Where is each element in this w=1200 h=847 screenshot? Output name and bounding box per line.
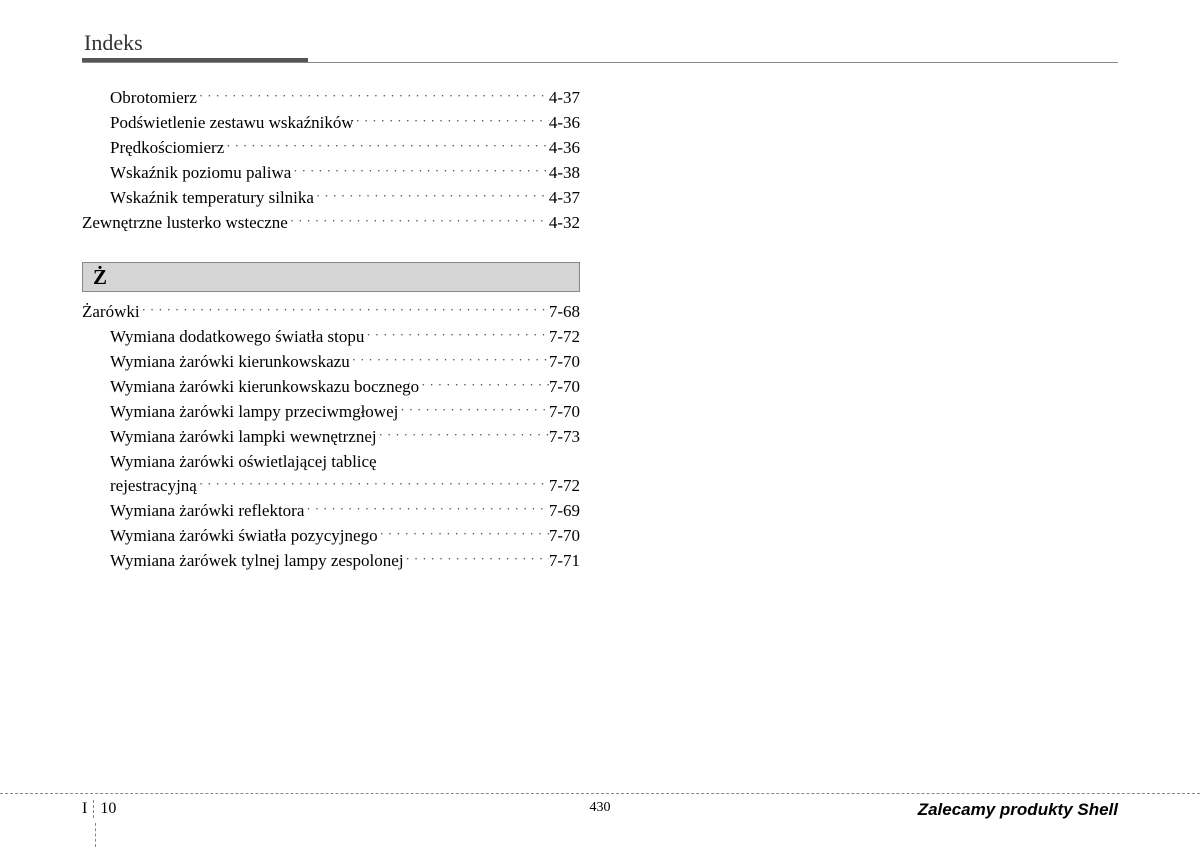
entry-label: Wymiana żarówki światła pozycyjnego bbox=[110, 524, 378, 548]
page-footer: I 10 430 Zalecamy produkty Shell bbox=[0, 793, 1200, 823]
entry-page: 4-37 bbox=[549, 186, 580, 210]
entry-leader bbox=[404, 547, 549, 571]
index-entry-multiline: Wymiana żarówki oświetlającej tablicę re… bbox=[82, 450, 580, 499]
index-entry: Wymiana dodatkowego światła stopu 7-72 bbox=[82, 325, 580, 350]
entry-label: Wskaźnik poziomu paliwa bbox=[110, 161, 291, 185]
entry-page: 7-69 bbox=[549, 499, 580, 523]
index-entry: Wskaźnik temperatury silnika 4-37 bbox=[82, 186, 580, 211]
index-entry: Wymiana żarówek tylnej lampy zespolonej 7… bbox=[82, 549, 580, 574]
entry-page: 4-37 bbox=[549, 86, 580, 110]
entry-label: Wymiana żarówki kierunkowskazu bocznego bbox=[110, 375, 419, 399]
entry-leader bbox=[364, 323, 548, 347]
entry-label: Wymiana żarówki reflektora bbox=[110, 499, 304, 523]
entry-label: Wymiana żarówki kierunkowskazu bbox=[110, 350, 350, 374]
entry-leader bbox=[314, 184, 549, 208]
entry-leader bbox=[354, 109, 549, 133]
index-entry: Obrotomierz 4-37 bbox=[82, 86, 580, 111]
footer-section-letter: I bbox=[82, 800, 87, 818]
entry-leader bbox=[197, 472, 549, 496]
entry-page: 4-38 bbox=[549, 161, 580, 185]
entry-page: 7-70 bbox=[549, 524, 580, 548]
index-content: Obrotomierz4-37Podświetlenie zestawu wsk… bbox=[82, 72, 580, 574]
page-header: Indeks bbox=[82, 30, 1118, 64]
header-title: Indeks bbox=[82, 30, 1118, 58]
entry-label: Wymiana żarówki lampki wewnętrznej bbox=[110, 425, 377, 449]
entry-label: Wymiana dodatkowego światła stopu bbox=[110, 325, 364, 349]
entry-leader bbox=[350, 348, 549, 372]
entry-page: 4-32 bbox=[549, 211, 580, 235]
entry-page: 7-70 bbox=[549, 375, 580, 399]
entry-leader bbox=[398, 398, 548, 422]
entry-leader bbox=[224, 134, 549, 158]
index-entry: Zewnętrzne lusterko wsteczne 4-32 bbox=[82, 211, 580, 236]
index-entry: Wymiana żarówki kierunkowskazu bocznego 7… bbox=[82, 375, 580, 400]
entry-page: 4-36 bbox=[549, 111, 580, 135]
entry-label: Podświetlenie zestawu wskaźników bbox=[110, 111, 354, 135]
footer-tagline: Zalecamy produkty Shell bbox=[918, 800, 1118, 820]
entry-label: Prędkościomierz bbox=[110, 136, 224, 160]
entry-label: Wskaźnik temperatury silnika bbox=[110, 186, 314, 210]
entry-page: 7-71 bbox=[549, 549, 580, 573]
entry-leader bbox=[304, 497, 548, 521]
footer-separator bbox=[93, 800, 94, 818]
entry-leader bbox=[288, 209, 549, 233]
entry-leader bbox=[197, 84, 549, 108]
entry-leader bbox=[419, 373, 549, 397]
index-entry: Prędkościomierz 4-36 bbox=[82, 136, 580, 161]
entry-page: 7-72 bbox=[549, 325, 580, 349]
entry-label: Obrotomierz bbox=[110, 86, 197, 110]
entry-page: 7-73 bbox=[549, 425, 580, 449]
entry-label: Wymiana żarówki oświetlającej tablicę bbox=[82, 450, 580, 474]
entry-label: Żarówki bbox=[82, 300, 140, 324]
section-letter: Ż bbox=[82, 262, 580, 292]
index-entry: Wymiana żarówki lampki wewnętrznej 7-73 bbox=[82, 425, 580, 450]
entry-page: 7-70 bbox=[549, 350, 580, 374]
index-entry: Wymiana żarówki lampy przeciwmgłowej 7-70 bbox=[82, 400, 580, 425]
footer-center-page: 430 bbox=[590, 800, 611, 816]
footer-left: I 10 bbox=[82, 800, 116, 818]
entry-leader bbox=[140, 298, 549, 322]
entry-leader bbox=[291, 159, 549, 183]
entry-label: Wymiana żarówki lampy przeciwmgłowej bbox=[110, 400, 398, 424]
index-entry: Żarówki 7-68 bbox=[82, 300, 580, 325]
index-entry: Wymiana żarówki światła pozycyjnego 7-70 bbox=[82, 524, 580, 549]
entry-label: Wymiana żarówek tylnej lampy zespolonej bbox=[110, 549, 404, 573]
index-entry: Wskaźnik poziomu paliwa 4-38 bbox=[82, 161, 580, 186]
entry-leader bbox=[377, 423, 549, 447]
index-entry: Wymiana żarówki reflektora 7-69 bbox=[82, 499, 580, 524]
entry-label: rejestracyjną bbox=[110, 474, 197, 498]
entry-page: 7-70 bbox=[549, 400, 580, 424]
entry-page: 4-36 bbox=[549, 136, 580, 160]
entry-label: Zewnętrzne lusterko wsteczne bbox=[82, 211, 288, 235]
section-letter-text: Ż bbox=[93, 265, 107, 290]
index-entry: Podświetlenie zestawu wskaźników 4-36 bbox=[82, 111, 580, 136]
footer-page-in-section: 10 bbox=[100, 800, 116, 818]
footer-vertical-guide bbox=[95, 823, 96, 847]
index-entry: Wymiana żarówki kierunkowskazu 7-70 bbox=[82, 350, 580, 375]
entry-leader bbox=[378, 522, 549, 546]
entry-page: 7-72 bbox=[549, 474, 580, 498]
entry-page: 7-68 bbox=[549, 300, 580, 324]
header-rule bbox=[82, 58, 1118, 64]
